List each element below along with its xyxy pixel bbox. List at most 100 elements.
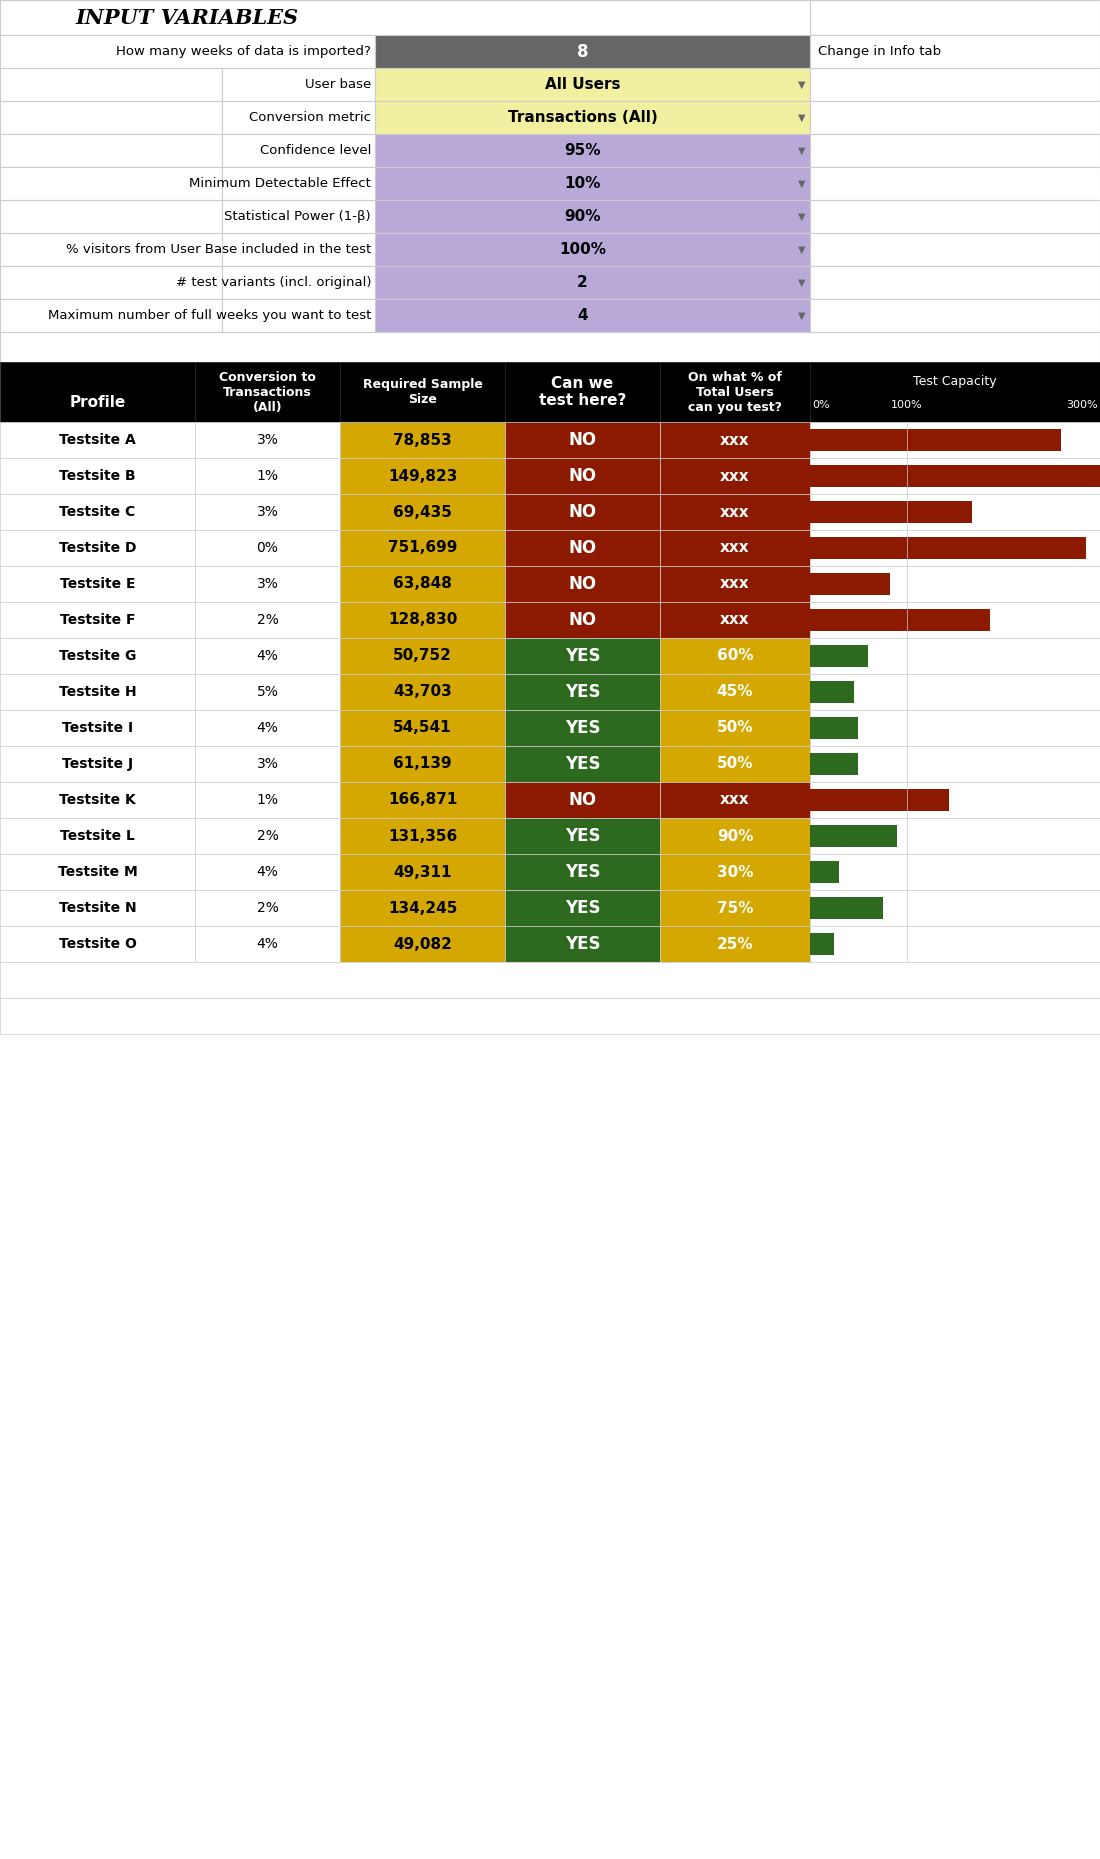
Text: Testsite C: Testsite C (59, 506, 135, 519)
Bar (810, 680, 854, 703)
Bar (0, 710, 195, 745)
Text: ▼: ▼ (799, 212, 805, 221)
Bar (375, 266, 810, 299)
Bar (810, 790, 949, 811)
Text: 4%: 4% (256, 721, 278, 734)
Bar (340, 602, 505, 638)
Bar (340, 638, 505, 675)
Text: 78,853: 78,853 (393, 433, 452, 448)
Bar (195, 675, 340, 710)
Text: 4%: 4% (256, 937, 278, 952)
Bar (0, 457, 195, 494)
Bar (195, 530, 340, 565)
Text: # test variants (incl. original): # test variants (incl. original) (176, 275, 371, 288)
Bar (810, 753, 858, 775)
Bar (0, 299, 222, 333)
Bar (0, 783, 195, 818)
Text: Change in Info tab: Change in Info tab (818, 45, 942, 58)
Bar (195, 457, 340, 494)
Bar (222, 299, 375, 333)
Bar (810, 745, 1100, 783)
Text: 1%: 1% (256, 468, 278, 483)
Text: YES: YES (564, 863, 601, 881)
Bar (810, 718, 858, 738)
Text: Testsite J: Testsite J (62, 757, 133, 771)
Bar (0, 853, 195, 890)
Bar (375, 201, 810, 232)
Text: 3%: 3% (256, 433, 278, 446)
Bar (810, 565, 1100, 602)
Text: 50%: 50% (717, 757, 754, 771)
Bar (0, 530, 195, 565)
Bar (505, 602, 660, 638)
Text: 4%: 4% (256, 864, 278, 879)
Bar (810, 502, 972, 522)
Bar (660, 783, 810, 818)
Bar (375, 167, 810, 201)
Bar (810, 494, 1100, 530)
Text: Maximum number of full weeks you want to test: Maximum number of full weeks you want to… (47, 309, 371, 322)
Text: Conversion to
Transactions
(All): Conversion to Transactions (All) (219, 370, 316, 413)
Text: 60%: 60% (717, 649, 754, 664)
Bar (340, 745, 505, 783)
Bar (810, 69, 1100, 100)
Bar (810, 232, 1100, 266)
Text: Required Sample
Size: Required Sample Size (363, 377, 483, 405)
Bar (195, 926, 340, 961)
Text: Testsite B: Testsite B (59, 468, 135, 483)
Text: 30%: 30% (717, 864, 754, 879)
Bar (222, 134, 375, 167)
Bar (340, 890, 505, 926)
Text: Testsite I: Testsite I (62, 721, 133, 734)
Bar (0, 961, 1100, 998)
Text: 63,848: 63,848 (393, 576, 452, 591)
Bar (810, 861, 839, 883)
Text: NO: NO (569, 574, 596, 593)
Text: On what % of
Total Users
can you test?: On what % of Total Users can you test? (688, 370, 782, 413)
Bar (810, 35, 1100, 69)
Text: xxx: xxx (720, 612, 750, 628)
Bar (505, 457, 660, 494)
Bar (195, 638, 340, 675)
Bar (340, 457, 505, 494)
Text: 3%: 3% (256, 576, 278, 591)
Text: 300%: 300% (1066, 400, 1098, 411)
Bar (222, 201, 375, 232)
Text: xxx: xxx (720, 468, 750, 483)
Bar (660, 853, 810, 890)
Bar (660, 638, 810, 675)
Bar (660, 926, 810, 961)
Text: 100%: 100% (559, 242, 606, 257)
Text: 5%: 5% (256, 684, 278, 699)
Text: 75%: 75% (717, 900, 754, 915)
Bar (505, 890, 660, 926)
Text: Testsite D: Testsite D (58, 541, 136, 556)
Text: Test Capacity: Test Capacity (913, 376, 997, 389)
Bar (195, 710, 340, 745)
Bar (0, 363, 195, 422)
Bar (810, 530, 1100, 565)
Bar (340, 422, 505, 457)
Bar (810, 933, 834, 956)
Bar (340, 853, 505, 890)
Bar (810, 602, 1100, 638)
Bar (810, 134, 1100, 167)
Bar (810, 926, 1100, 961)
Bar (810, 573, 890, 595)
Text: NO: NO (569, 504, 596, 521)
Bar (810, 422, 1100, 457)
Text: Statistical Power (1-β): Statistical Power (1-β) (224, 210, 371, 223)
Bar (810, 645, 868, 667)
Text: NO: NO (569, 431, 596, 450)
Bar (0, 890, 195, 926)
Bar (810, 710, 1100, 745)
Bar (340, 710, 505, 745)
Bar (505, 530, 660, 565)
Bar (810, 537, 1086, 560)
Bar (0, 134, 222, 167)
Text: ▼: ▼ (799, 310, 805, 320)
Text: Testsite N: Testsite N (58, 902, 136, 915)
Bar (222, 69, 375, 100)
Bar (0, 926, 195, 961)
Bar (660, 890, 810, 926)
